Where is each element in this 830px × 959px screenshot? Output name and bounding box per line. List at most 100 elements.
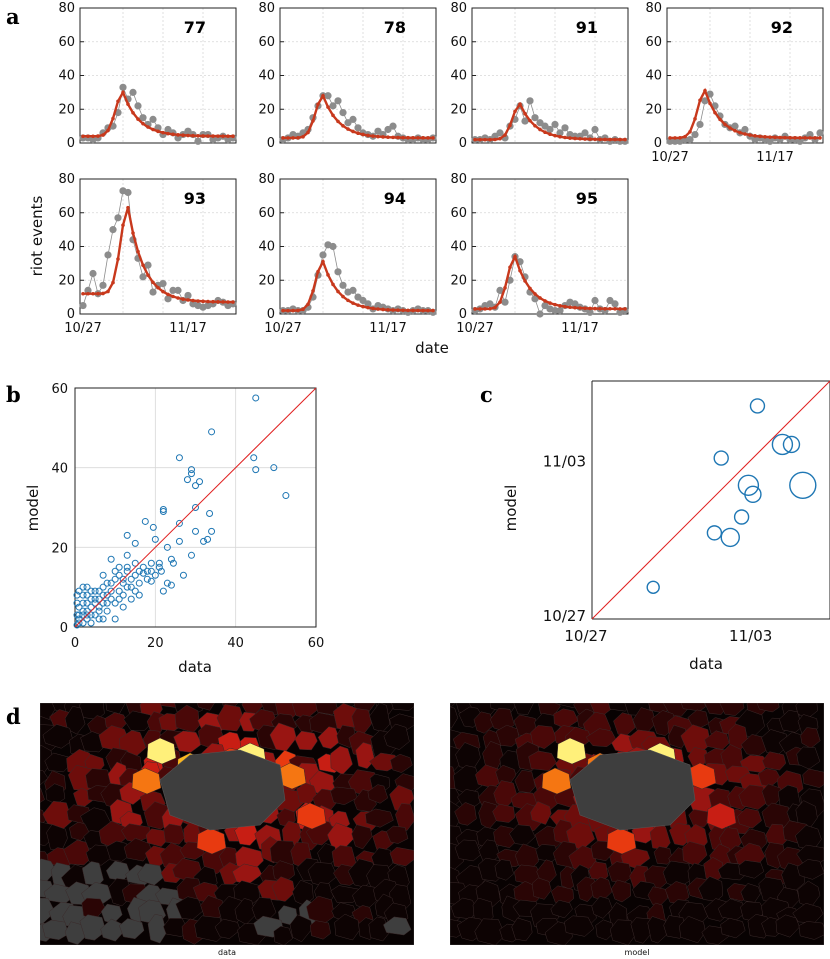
map-region: [595, 919, 615, 941]
y-tick-label: 60: [450, 35, 467, 50]
scatter-point: [111, 615, 119, 623]
model-point: [396, 308, 400, 312]
map-region: [390, 753, 413, 773]
scatter-point: [143, 575, 151, 583]
subplot-94: 0 20 40 60 80 10/27 11/17 94: [258, 172, 437, 336]
map-region: [738, 784, 770, 810]
map-region: [679, 915, 706, 944]
model-point: [396, 135, 400, 140]
scatter-point: [159, 505, 167, 513]
model-point: [306, 130, 310, 135]
scatter-point: [204, 535, 212, 543]
model-point: [538, 127, 542, 132]
map-region: [609, 919, 638, 945]
map-region: [386, 825, 409, 844]
model-point: [176, 133, 180, 137]
data-point: [501, 298, 509, 306]
y-tick-label: 40: [450, 69, 467, 84]
model-point: [146, 125, 150, 129]
model-point: [376, 134, 380, 139]
scatter-point: [103, 607, 111, 615]
model-point: [508, 123, 512, 128]
map-region: [383, 723, 410, 750]
model-point: [201, 134, 205, 138]
scatter-point: [169, 559, 177, 567]
model-point: [126, 205, 130, 210]
map-region: [214, 918, 241, 939]
model-point: [528, 118, 532, 123]
subplot-92: 0 20 40 60 80 10/27 11/17 92: [645, 1, 824, 165]
model-point: [493, 137, 497, 142]
timing-bubble: [733, 509, 750, 525]
model-point: [553, 302, 557, 307]
data-point: [99, 281, 107, 289]
model-point: [166, 131, 170, 136]
map-data: [40, 703, 414, 945]
model-point: [101, 291, 105, 296]
model-point: [411, 308, 415, 313]
map-region: [550, 899, 573, 919]
data-point: [496, 129, 504, 137]
model-point: [498, 136, 502, 141]
map-region: [85, 844, 114, 866]
map-region: [40, 744, 54, 773]
data-point: [536, 310, 544, 318]
model-point: [523, 111, 527, 116]
model-point: [793, 135, 797, 140]
map-region: [474, 918, 506, 945]
data-point: [686, 136, 694, 144]
scatter-point: [149, 523, 157, 531]
scatter-point: [131, 559, 139, 567]
map-region: [334, 913, 361, 941]
model-point: [431, 308, 435, 313]
model-point: [196, 299, 200, 303]
model-point: [603, 137, 607, 142]
data-point: [324, 92, 332, 100]
panel-a-timeseries: 0 20 40 60 80 77 0 20 40 60 80 78 0 20 40 60 80 91 0 20 40 60…: [58, 1, 824, 336]
scatter-point: [127, 583, 135, 591]
model-point: [221, 134, 225, 138]
map-region: [63, 839, 93, 866]
y-tick-label: 20: [51, 541, 68, 556]
scatter-point: [151, 535, 159, 543]
data-line: [283, 244, 434, 313]
timing-bubble: [771, 433, 794, 456]
model-point: [818, 136, 822, 140]
data-point: [174, 286, 182, 294]
scatter-point: [192, 504, 199, 511]
scatter-point: [155, 559, 163, 567]
map-region: [41, 919, 69, 940]
data-point: [139, 114, 147, 122]
scatter-point: [131, 587, 139, 595]
map-region: [163, 823, 185, 845]
timing-bubble: [744, 485, 762, 504]
model-point: [608, 137, 612, 142]
scatter-point: [111, 599, 119, 607]
map-region: [351, 824, 373, 850]
subplot-93: 0 20 40 60 80 10/27 11/17 93: [58, 172, 237, 336]
y-tick-label: 20: [258, 273, 275, 288]
scatter-point: [135, 579, 143, 587]
data-point: [816, 129, 824, 137]
model-point: [346, 298, 350, 303]
scatter-point: [95, 615, 103, 623]
scatter-point: [83, 591, 91, 599]
model-point: [181, 297, 185, 301]
y-tick-label: 60: [258, 206, 275, 221]
model-point: [723, 122, 727, 127]
identity-line: [74, 387, 317, 628]
y-tick-label: 40: [58, 69, 75, 84]
data-point: [581, 129, 589, 137]
map-region: [330, 786, 358, 805]
model-point: [573, 136, 577, 141]
model-point: [361, 132, 365, 137]
model-point: [603, 306, 607, 311]
data-point: [349, 286, 357, 294]
data-point: [666, 137, 674, 145]
model-point: [146, 273, 150, 277]
data-point: [526, 97, 534, 105]
model-point: [788, 135, 792, 140]
model-point: [101, 133, 105, 137]
model-point: [131, 231, 135, 235]
data-point: [149, 288, 157, 296]
